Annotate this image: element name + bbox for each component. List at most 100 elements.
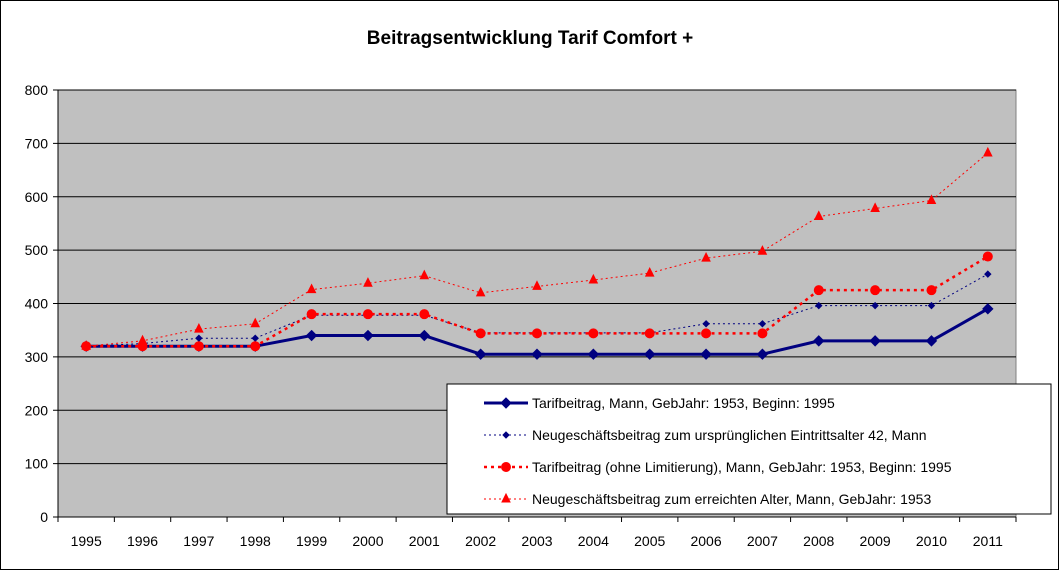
data-point	[419, 269, 430, 280]
x-tick-label: 1997	[183, 533, 214, 549]
data-point	[475, 328, 486, 339]
data-point	[363, 277, 373, 287]
data-point	[983, 146, 993, 157]
data-point	[926, 194, 937, 204]
legend: Tarifbeitrag, Mann, GebJahr: 1953, Begin…	[446, 383, 1052, 515]
data-point	[419, 309, 430, 320]
x-tick-label: 2007	[747, 533, 778, 549]
legend-label: Tarifbeitrag (ohne Limitierung), Mann, G…	[532, 459, 952, 475]
x-tick-label: 2009	[860, 533, 891, 549]
data-point	[813, 210, 824, 220]
data-point	[195, 334, 203, 342]
data-point	[982, 251, 993, 262]
x-tick-label: 2005	[634, 533, 665, 549]
x-tick-label: 2008	[803, 533, 834, 549]
data-point	[532, 328, 542, 339]
series-line	[86, 273, 989, 347]
data-point	[757, 245, 768, 255]
data-point	[869, 335, 881, 347]
data-point	[251, 334, 259, 342]
data-point	[870, 285, 881, 296]
y-tick-label: 700	[25, 135, 49, 151]
data-point	[306, 283, 317, 294]
legend-label: Neugeschäftsbeitrag zum ursprünglichen E…	[532, 427, 927, 443]
x-tick-label: 2010	[916, 533, 947, 549]
series-3	[81, 251, 993, 352]
data-point	[502, 431, 510, 439]
data-point	[756, 348, 769, 360]
data-point	[305, 329, 318, 342]
axes: 0 100 200 300 400 500 600 700 800 1995 1996 1997 199…	[25, 82, 1017, 549]
data-point	[701, 328, 712, 339]
y-tick-label: 600	[25, 189, 49, 205]
data-point	[643, 348, 656, 360]
x-tick-label: 1996	[127, 533, 158, 549]
data-point	[982, 303, 994, 315]
legend-label: Neugeschäftsbeitrag zum erreichten Alter…	[532, 491, 931, 507]
data-point	[362, 309, 373, 320]
data-point	[701, 252, 711, 262]
series-4	[81, 146, 993, 350]
data-point	[588, 273, 599, 284]
data-point	[870, 202, 880, 212]
x-tick-label: 2006	[690, 533, 721, 549]
y-tick-label: 800	[25, 82, 49, 98]
data-point	[193, 341, 204, 352]
x-tick-label: 2011	[973, 533, 1003, 549]
series-layer	[80, 146, 994, 360]
x-tick-label: 1999	[296, 533, 327, 549]
x-tick-label: 2004	[578, 533, 609, 549]
x-tick-label: 1995	[71, 533, 102, 549]
data-point	[926, 285, 937, 296]
data-point	[587, 348, 600, 360]
data-point	[927, 301, 936, 310]
x-tick-label: 1998	[240, 533, 271, 549]
data-point	[500, 397, 512, 409]
data-point	[813, 285, 824, 296]
data-point	[194, 323, 204, 333]
data-point	[758, 320, 767, 328]
x-tick-label: 2000	[352, 533, 383, 549]
data-point	[588, 328, 599, 339]
data-point	[362, 329, 374, 342]
data-point	[925, 335, 938, 347]
data-point	[702, 320, 710, 328]
data-point	[137, 334, 148, 345]
y-tick-label: 500	[25, 242, 49, 258]
data-point	[475, 286, 486, 297]
data-point	[700, 348, 712, 360]
legend-box	[446, 383, 1052, 515]
data-point	[644, 266, 655, 277]
legend-item: Neugeschäftsbeitrag zum ursprünglichen E…	[484, 427, 927, 443]
data-point	[250, 317, 261, 328]
legend-item: Tarifbeitrag (ohne Limitierung), Mann, G…	[484, 459, 952, 475]
chart-title: Beitragsentwicklung Tarif Comfort +	[367, 28, 693, 49]
x-tick-label: 2002	[465, 533, 496, 549]
data-point	[644, 328, 655, 339]
y-tick-label: 300	[25, 349, 49, 365]
y-tick-label: 0	[40, 509, 48, 525]
legend-label: Tarifbeitrag, Mann, GebJahr: 1953, Begin…	[532, 395, 835, 411]
data-point	[984, 270, 992, 278]
data-point	[757, 328, 768, 339]
y-tick-label: 200	[25, 402, 49, 418]
x-tick-label: 2001	[409, 533, 440, 549]
y-tick-label: 400	[25, 296, 49, 312]
legend-item: Neugeschäftsbeitrag zum erreichten Alter…	[484, 491, 931, 507]
data-point	[501, 492, 511, 503]
data-point	[250, 341, 261, 352]
data-point	[418, 329, 431, 342]
data-point	[501, 462, 511, 472]
data-point	[306, 309, 317, 320]
data-point	[532, 280, 542, 290]
data-point	[871, 301, 879, 310]
data-point	[815, 301, 823, 310]
data-point	[474, 348, 487, 360]
data-point	[813, 335, 825, 347]
data-point	[81, 340, 91, 350]
legend-item: Tarifbeitrag, Mann, GebJahr: 1953, Begin…	[484, 395, 835, 411]
data-point	[531, 348, 543, 360]
y-tick-label: 100	[25, 456, 49, 472]
